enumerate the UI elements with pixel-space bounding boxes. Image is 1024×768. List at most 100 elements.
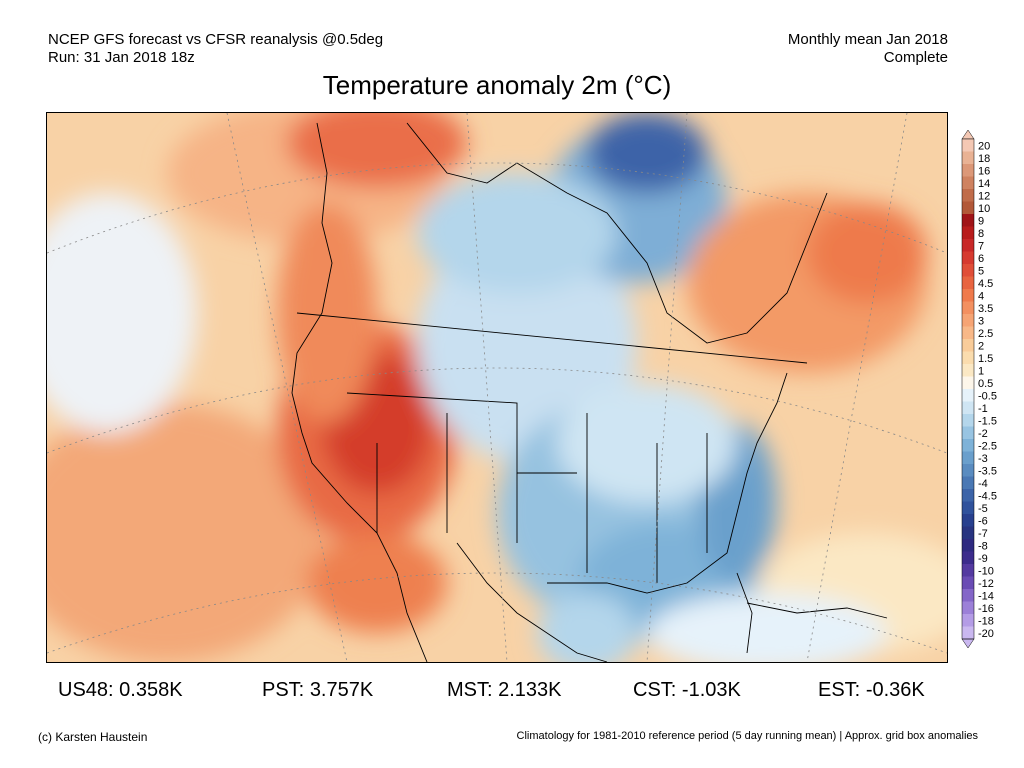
legend-swatch — [962, 351, 974, 365]
legend-swatch — [962, 239, 974, 252]
model-description: NCEP GFS forecast vs CFSR reanalysis @0.… — [48, 31, 384, 48]
stat-pst: PST: 3.757K — [262, 679, 374, 701]
legend-swatch — [962, 364, 974, 377]
legend-swatch — [962, 451, 974, 465]
legend-swatch — [962, 551, 974, 565]
legend-label: -5 — [978, 503, 988, 515]
color-legend: 201816141210987654.543.532.521.510.5-0.5… — [961, 129, 997, 649]
run-time: Run: 31 Jan 2018 18z — [48, 49, 195, 66]
legend-label: -0.5 — [978, 390, 997, 402]
legend-swatch — [962, 626, 974, 640]
legend-swatch — [962, 414, 974, 427]
legend-label: -8 — [978, 540, 988, 552]
legend-swatch — [962, 514, 974, 527]
legend-label: 1 — [978, 365, 984, 377]
legend-label: 7 — [978, 240, 984, 252]
legend-label: -7 — [978, 528, 988, 540]
legend-swatch — [962, 476, 974, 490]
legend-label: -20 — [978, 628, 994, 640]
legend-label: 2 — [978, 340, 984, 352]
legend-swatch — [962, 426, 974, 440]
legend-label: -2.5 — [978, 440, 997, 452]
legend-swatch — [962, 276, 974, 290]
legend-swatch — [962, 526, 974, 540]
legend-swatch — [962, 576, 974, 590]
legend-frame — [961, 138, 975, 640]
legend-swatch — [962, 614, 974, 627]
legend-label: 5 — [978, 265, 984, 277]
legend-label: -10 — [978, 565, 994, 577]
legend-swatch — [962, 401, 974, 415]
legend-swatch — [962, 164, 974, 177]
anomaly-map-graphic — [47, 113, 947, 662]
legend-label: 16 — [978, 165, 990, 177]
legend-swatch — [962, 139, 974, 152]
legend-label: -3 — [978, 453, 988, 465]
header-right: Monthly mean Jan 2018 Complete — [788, 31, 948, 67]
legend-swatch — [962, 464, 974, 477]
legend-label: -3.5 — [978, 465, 997, 477]
legend-label: -2 — [978, 428, 988, 440]
legend-label: 4.5 — [978, 278, 993, 290]
legend-swatch — [962, 439, 974, 452]
legend-label: 0.5 — [978, 378, 993, 390]
legend-label: 2.5 — [978, 328, 993, 340]
stat-est: EST: -0.36K — [818, 679, 925, 701]
legend-swatch — [962, 389, 974, 402]
legend-label: -12 — [978, 578, 994, 590]
legend-swatch — [962, 339, 974, 352]
legend-label: 8 — [978, 228, 984, 240]
legend-swatch — [962, 489, 974, 502]
legend-label: 4 — [978, 290, 984, 302]
map-title: Temperature anomaly 2m (°C) — [322, 70, 672, 100]
legend-swatch — [962, 564, 974, 577]
legend-label: 1.5 — [978, 353, 993, 365]
legend-label: 10 — [978, 203, 990, 215]
legend-swatch — [962, 376, 974, 390]
legend-label: 18 — [978, 153, 990, 165]
period-label: Monthly mean Jan 2018 — [787, 31, 948, 48]
legend-swatch — [962, 289, 974, 302]
legend-swatch — [962, 176, 974, 190]
legend-label: -18 — [978, 615, 994, 627]
legend-label: -9 — [978, 553, 988, 565]
legend-label: -4.5 — [978, 490, 997, 502]
legend-label: -1.5 — [978, 415, 997, 427]
legend-label: 9 — [978, 215, 984, 227]
legend-swatch — [962, 539, 974, 552]
legend-swatch — [962, 251, 974, 265]
legend-swatch — [962, 589, 974, 602]
legend-swatch — [962, 326, 974, 340]
legend-arrow-bottom — [961, 638, 975, 649]
legend-swatch — [962, 226, 974, 240]
legend-label: 20 — [978, 140, 990, 152]
legend-swatch — [962, 314, 974, 327]
stat-mst: MST: 2.133K — [447, 679, 562, 701]
legend-swatch — [962, 201, 974, 215]
climatology-note: Climatology for 1981-2010 reference peri… — [516, 730, 978, 742]
legend-label: 3 — [978, 315, 984, 327]
stat-cst: CST: -1.03K — [633, 679, 741, 701]
legend-swatch — [962, 601, 974, 615]
legend-label: -6 — [978, 515, 988, 527]
copyright: (c) Karsten Haustein — [38, 730, 148, 744]
legend-arrow-top — [961, 129, 975, 140]
legend-label: -1 — [978, 403, 988, 415]
legend-swatch — [962, 214, 974, 227]
stat-us48: US48: 0.358K — [58, 679, 183, 701]
anomaly-map — [46, 112, 948, 663]
header-left: NCEP GFS forecast vs CFSR reanalysis @0.… — [48, 31, 383, 67]
legend-swatch — [962, 151, 974, 165]
legend-swatch — [962, 301, 974, 315]
legend-swatch — [962, 189, 974, 202]
legend-label: 3.5 — [978, 303, 993, 315]
legend-label: -16 — [978, 603, 994, 615]
legend-label: -14 — [978, 590, 994, 602]
legend-swatch — [962, 501, 974, 515]
status-label: Complete — [883, 49, 948, 66]
legend-label: 14 — [978, 178, 990, 190]
legend-label: 6 — [978, 253, 984, 265]
regional-stats: US48: 0.358K PST: 3.757K MST: 2.133K CST… — [0, 679, 1024, 705]
legend-label: 12 — [978, 190, 990, 202]
legend-label: -4 — [978, 478, 988, 490]
